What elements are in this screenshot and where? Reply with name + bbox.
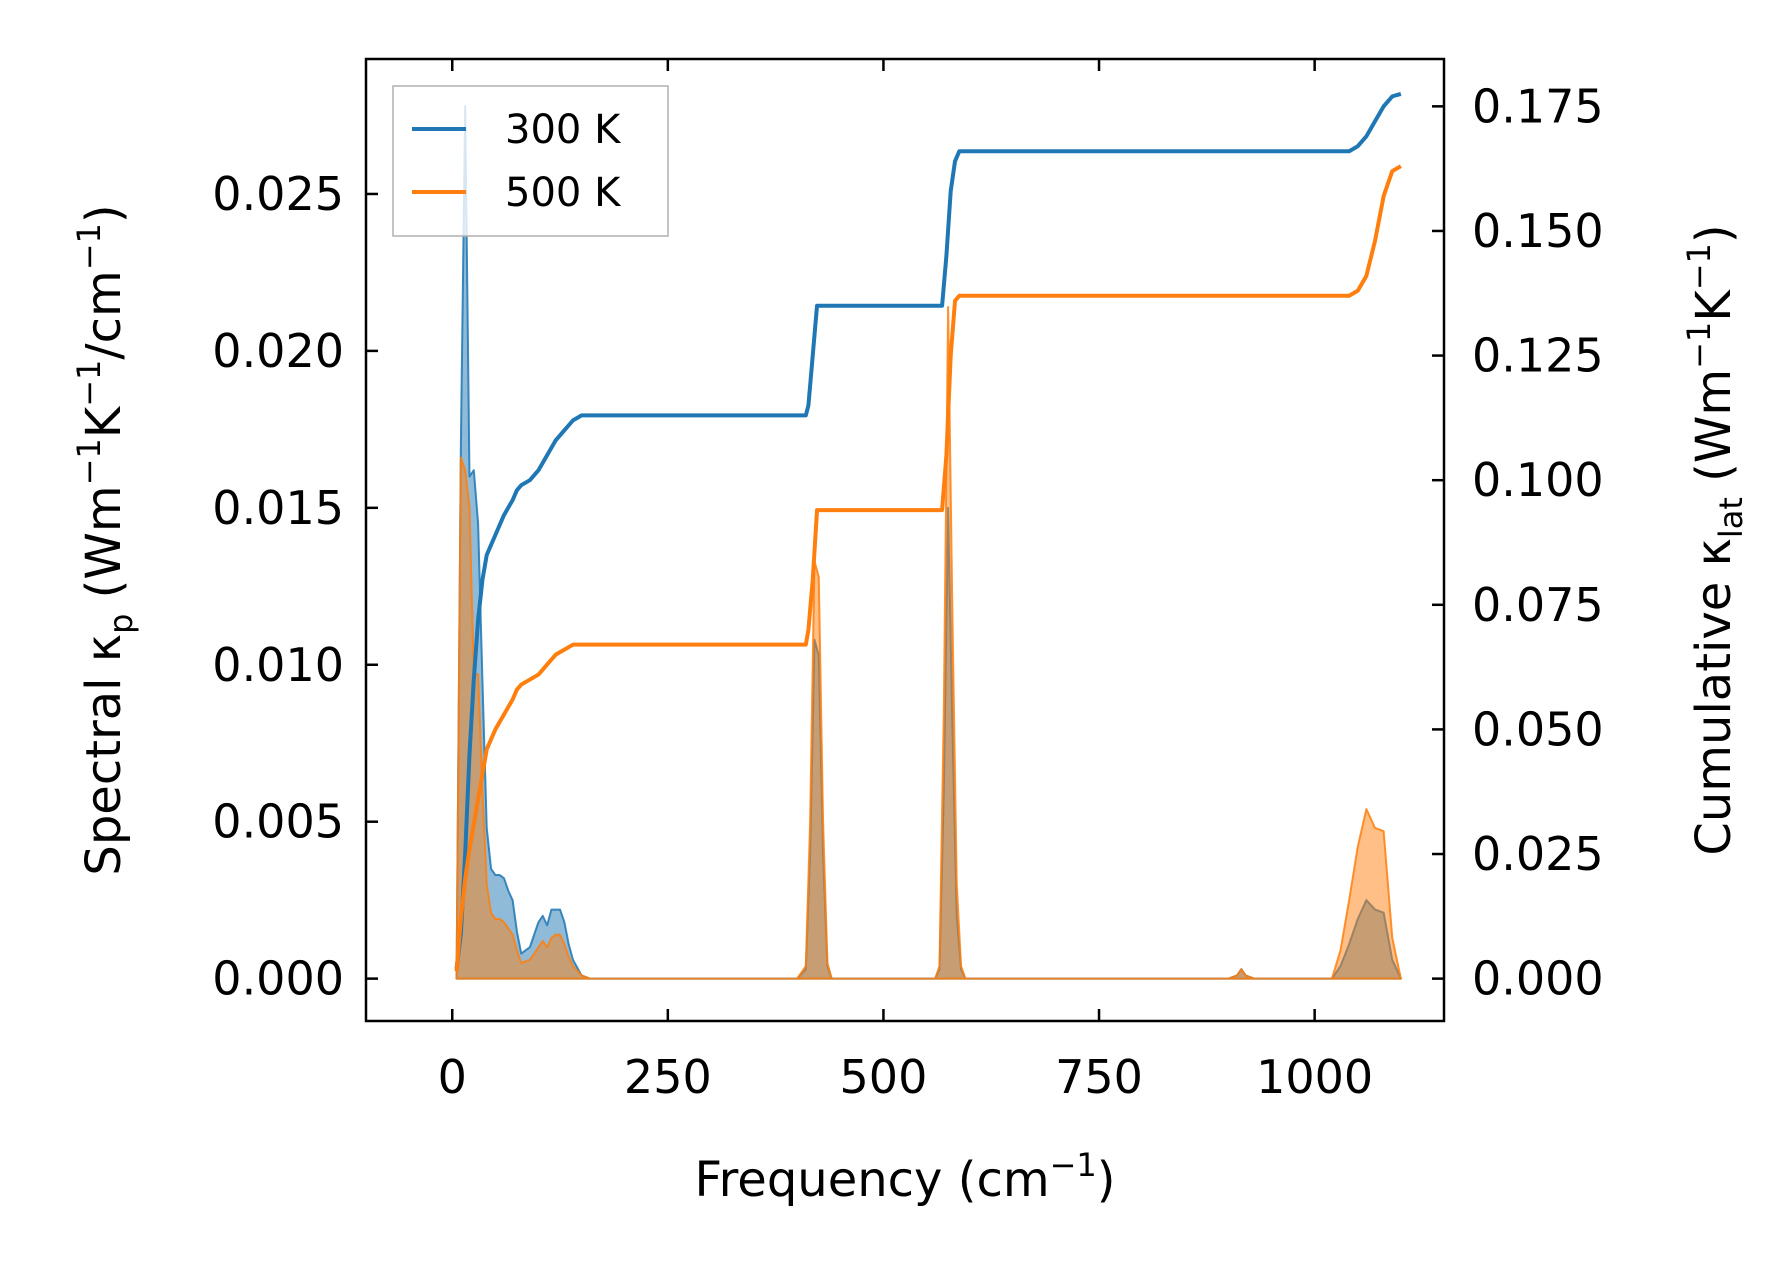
y-right-tick-label: 0.150 — [1472, 204, 1604, 258]
y-right-tick-label: 0.025 — [1472, 827, 1604, 881]
x-tick-label: 250 — [624, 1050, 712, 1104]
cumulative-line-500k — [454, 164, 1402, 972]
legend: 300 K 500 K — [392, 85, 669, 237]
y-left-tick-label: 0.010 — [212, 638, 344, 692]
y-left-tick-label: 0.020 — [212, 324, 344, 378]
x-axis: 0 250 500 750 1000 — [438, 59, 1373, 1104]
y-right-tick-label: 0.075 — [1472, 578, 1604, 632]
y-axis-left: 0.000 0.005 0.010 0.015 0.020 0.025 — [212, 167, 378, 1006]
x-tick-label: 0 — [438, 1050, 467, 1104]
x-tick-label: 750 — [1055, 1050, 1143, 1104]
y-right-tick-label: 0.125 — [1472, 329, 1604, 383]
spectral-area-300k — [455, 105, 1402, 980]
y-axis-left-title: Spectral κp (Wm−1K−1/cm−1) — [70, 204, 140, 875]
y-left-tick-label: 0.025 — [212, 167, 344, 221]
y-axis-right-title: Cumulative κlat (Wm−1K−1) — [1680, 224, 1750, 855]
x-tick-label: 500 — [840, 1050, 928, 1104]
x-axis-title: Frequency (cm−1) — [694, 1146, 1115, 1208]
cumulative-lines — [454, 91, 1402, 972]
legend-frame — [392, 85, 669, 237]
plot-frame — [364, 57, 1446, 1023]
legend-label-300k: 300 K — [505, 107, 622, 153]
y-right-tick-label: 0.175 — [1472, 79, 1604, 133]
y-axis-right: 0.000 0.025 0.050 0.075 0.100 0.125 0.150 0.175 — [1432, 79, 1604, 1006]
y-right-tick-label: 0.050 — [1472, 702, 1604, 756]
y-right-tick-label: 0.000 — [1472, 952, 1604, 1006]
spectral-area-500k — [455, 305, 1402, 980]
cumulative-line-300k — [454, 91, 1402, 969]
legend-label-500k: 500 K — [505, 170, 622, 216]
y-right-tick-label: 0.100 — [1472, 453, 1604, 507]
y-left-tick-label: 0.015 — [212, 481, 344, 535]
x-tick-label: 1000 — [1256, 1050, 1373, 1104]
y-left-tick-label: 0.000 — [212, 952, 344, 1006]
spectral-fills — [455, 105, 1402, 980]
plot-area — [454, 91, 1402, 980]
y-left-tick-label: 0.005 — [212, 795, 344, 849]
